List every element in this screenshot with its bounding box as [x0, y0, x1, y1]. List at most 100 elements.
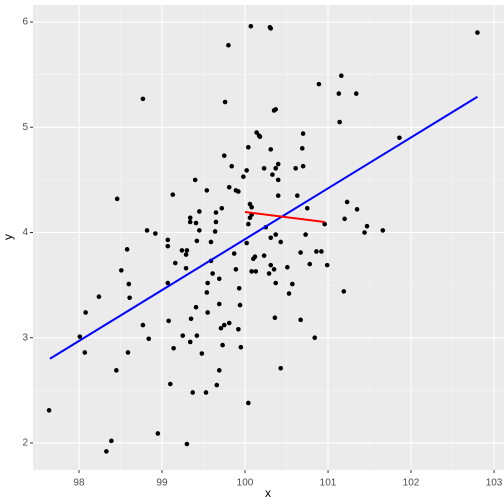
point — [187, 219, 193, 225]
point — [273, 232, 279, 237]
point — [124, 247, 130, 252]
point — [226, 320, 232, 326]
point — [268, 262, 274, 268]
point — [241, 174, 246, 180]
point — [273, 107, 279, 112]
point — [165, 237, 171, 243]
point — [249, 204, 254, 210]
x-tick-label: 101 — [320, 478, 337, 489]
point — [170, 192, 176, 197]
point — [184, 248, 190, 253]
point — [203, 390, 209, 395]
fit-line — [244, 210, 325, 223]
point — [140, 322, 146, 328]
point — [299, 146, 305, 151]
point — [397, 135, 402, 141]
point — [193, 304, 199, 310]
y-tick-label: 5 — [22, 122, 28, 133]
point — [273, 280, 279, 286]
x-tick-label: 100 — [237, 478, 254, 489]
point — [187, 339, 193, 345]
point — [140, 96, 146, 102]
point — [337, 119, 342, 125]
point — [246, 221, 251, 227]
point — [475, 30, 480, 35]
point — [216, 301, 222, 307]
point — [127, 295, 132, 301]
point — [221, 322, 227, 328]
fit-line — [49, 95, 478, 360]
point — [83, 310, 88, 315]
point — [247, 215, 253, 221]
x-tick-label: 103 — [486, 478, 503, 489]
point — [109, 438, 114, 444]
point — [222, 99, 228, 105]
point — [205, 280, 210, 286]
point — [314, 249, 319, 254]
point — [271, 267, 277, 272]
y-tick-label: 6 — [22, 17, 28, 28]
point — [322, 221, 327, 227]
point — [268, 235, 274, 241]
point — [236, 189, 241, 194]
point — [82, 350, 88, 355]
point — [246, 400, 251, 406]
point — [278, 365, 284, 371]
y-tick-label: 3 — [22, 332, 28, 343]
point — [144, 228, 150, 233]
point — [153, 231, 158, 236]
point — [210, 271, 215, 276]
point — [275, 193, 281, 198]
point — [273, 166, 279, 171]
point — [221, 153, 227, 158]
point — [179, 248, 185, 253]
point — [246, 144, 251, 150]
point — [187, 215, 193, 221]
point — [183, 252, 189, 257]
point — [353, 91, 359, 96]
point — [226, 184, 232, 190]
point — [236, 285, 242, 291]
point — [183, 265, 189, 271]
point — [307, 261, 313, 267]
point — [194, 333, 200, 338]
point — [171, 345, 176, 351]
point — [304, 205, 310, 211]
point — [319, 249, 324, 254]
point — [336, 91, 342, 96]
point — [341, 289, 347, 294]
point — [204, 290, 210, 295]
point — [312, 335, 318, 341]
point — [324, 262, 330, 268]
point — [96, 294, 102, 299]
point — [77, 334, 83, 339]
x-tick-label: 102 — [403, 478, 420, 489]
point — [216, 276, 222, 282]
point — [220, 342, 225, 348]
point — [190, 390, 196, 395]
point — [295, 193, 300, 198]
point — [193, 220, 199, 226]
point — [278, 239, 284, 245]
point — [268, 147, 274, 152]
point — [237, 302, 243, 308]
point — [167, 381, 173, 387]
point — [248, 23, 254, 29]
point — [362, 230, 367, 235]
point — [125, 350, 131, 355]
point — [165, 243, 171, 249]
x-tick-label: 98 — [73, 478, 85, 489]
x-axis-title: x — [265, 486, 271, 500]
point — [216, 368, 222, 373]
point — [204, 188, 210, 193]
y-axis-title: y — [1, 234, 15, 240]
y-tick-label: 2 — [22, 438, 28, 449]
point — [270, 172, 275, 177]
point — [114, 368, 119, 373]
point — [231, 251, 237, 256]
point — [344, 199, 350, 205]
point — [236, 327, 241, 332]
point — [119, 268, 124, 273]
